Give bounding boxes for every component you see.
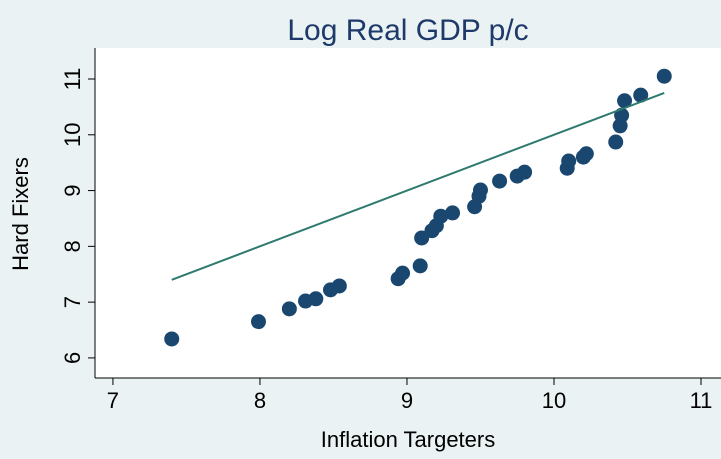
x-tick-label: 8 (254, 388, 266, 413)
point (445, 205, 461, 221)
y-tick-label: 8 (60, 240, 85, 252)
point (433, 208, 449, 224)
plot-area (95, 48, 721, 378)
y-axis-title: Hard Fixers (8, 157, 33, 271)
y-tick-label: 9 (60, 184, 85, 196)
chart-title: Log Real GDP p/c (287, 14, 528, 47)
x-tick-label: 7 (107, 388, 119, 413)
x-axis-title: Inflation Targeters (321, 427, 495, 452)
x-tick-label: 11 (690, 388, 713, 413)
y-tick-label: 7 (60, 296, 85, 308)
y-tick-label: 11 (60, 68, 85, 91)
point (608, 134, 624, 150)
point (472, 182, 488, 198)
y-tick-label: 6 (60, 352, 85, 364)
point (412, 258, 428, 274)
y-tick-label: 10 (60, 123, 85, 147)
point (656, 68, 672, 84)
point (331, 278, 347, 294)
x-tick-label: 9 (401, 388, 413, 413)
point (517, 164, 533, 180)
point (617, 93, 633, 109)
point (633, 87, 649, 103)
point (578, 146, 594, 162)
point (250, 314, 266, 330)
point (164, 331, 180, 347)
point (308, 291, 324, 307)
point (281, 301, 297, 317)
point (561, 153, 577, 169)
reference-line (171, 92, 665, 281)
point (395, 265, 411, 281)
point (492, 173, 508, 189)
x-tick-label: 10 (542, 388, 566, 413)
